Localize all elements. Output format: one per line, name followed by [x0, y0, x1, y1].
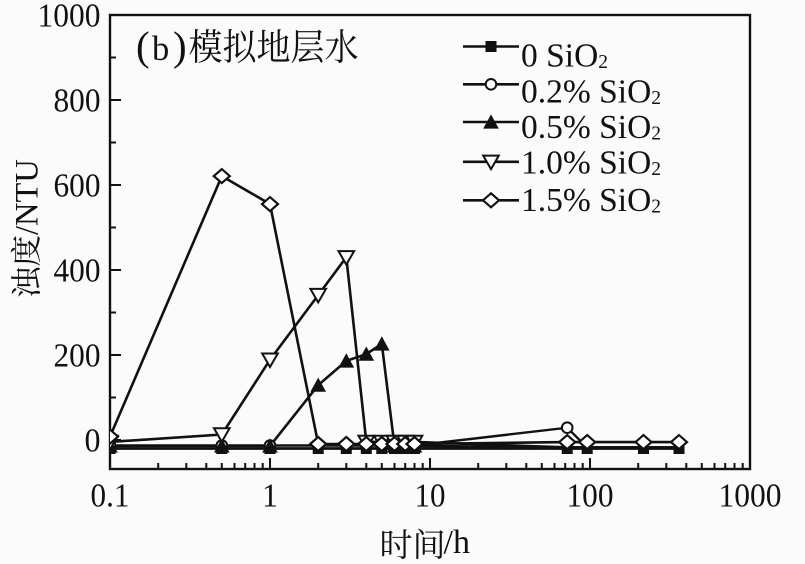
svg-text:1: 1 [262, 478, 278, 515]
svg-text:/NTU: /NTU [10, 159, 46, 235]
svg-text:0.5% SiO2: 0.5% SiO2 [521, 109, 661, 146]
svg-text:/h: /h [444, 524, 470, 561]
svg-text:100: 100 [567, 478, 614, 515]
svg-text:1.0% SiO2: 1.0% SiO2 [521, 145, 661, 182]
svg-text:1000: 1000 [38, 0, 101, 35]
svg-text:800: 800 [54, 83, 101, 120]
svg-text:0.1: 0.1 [91, 478, 130, 515]
svg-text:0 SiO2: 0 SiO2 [521, 37, 608, 74]
svg-text:600: 600 [54, 168, 101, 205]
svg-text:200: 200 [54, 338, 101, 375]
svg-text:): ) [173, 23, 187, 69]
svg-text:10: 10 [415, 478, 446, 515]
svg-text:0: 0 [85, 423, 101, 460]
svg-text:1000: 1000 [719, 478, 782, 515]
svg-text:400: 400 [54, 253, 101, 290]
svg-text:(: ( [136, 23, 150, 69]
svg-text:1.5% SiO2: 1.5% SiO2 [521, 182, 661, 219]
svg-text:b: b [152, 30, 169, 68]
svg-text:0.2% SiO2: 0.2% SiO2 [521, 73, 661, 110]
